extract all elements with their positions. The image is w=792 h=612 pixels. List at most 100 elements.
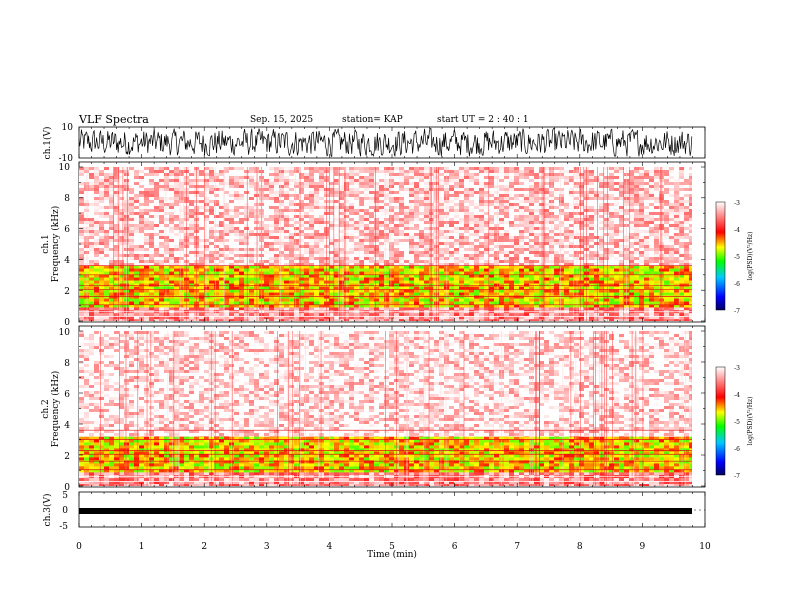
spectrogram-cell (364, 191, 370, 195)
spectrogram-cell (309, 215, 315, 219)
spectrogram-cell (514, 295, 520, 299)
spectrogram-cell (544, 239, 550, 243)
spectrogram-cell (234, 236, 240, 240)
spectrogram-cell (539, 179, 545, 183)
spectrogram-cell (179, 197, 185, 201)
spectrogram-cell (104, 254, 110, 258)
spectrogram-cell (464, 191, 470, 195)
spectrogram-cell (359, 295, 365, 299)
spectrogram-cell (264, 224, 270, 228)
spectrogram-cell (434, 295, 440, 299)
spectrogram-cell (414, 289, 420, 293)
spectrogram-cell (464, 233, 470, 237)
spectrogram-cell (164, 242, 170, 246)
spectrogram-cell (374, 304, 380, 308)
spectrogram-cell (144, 179, 150, 183)
spectrogram-cell (199, 283, 205, 287)
spectrogram-cell (154, 239, 160, 243)
spectrogram-cell (404, 286, 410, 290)
spectrogram-cell (294, 295, 300, 299)
spectrogram-cell (414, 176, 420, 180)
spectrogram-cell (384, 215, 390, 219)
spectrogram-cell (394, 236, 400, 240)
spectrogram-cell (484, 274, 490, 278)
spectrogram-cell (334, 200, 340, 204)
spectrogram-cell (504, 173, 510, 177)
spectrogram-cell (274, 245, 280, 249)
spectrogram-cell (414, 188, 420, 192)
spectrogram-cell (219, 292, 225, 296)
spectrogram-cell (289, 257, 295, 261)
spectrogram-cell (354, 289, 360, 293)
spectrogram-cell (329, 251, 335, 255)
spectrogram-cell (504, 203, 510, 207)
spectrogram-cell (529, 200, 535, 204)
spectrogram-cell (319, 212, 325, 216)
spectrogram-cell (344, 277, 350, 281)
spectrogram-cell (299, 227, 305, 231)
spectrogram-cell (399, 277, 405, 281)
spectrogram-cell (274, 271, 280, 275)
spectrogram-cell (174, 280, 180, 284)
spectrogram-cell (274, 203, 280, 207)
spectrogram-cell (344, 224, 350, 228)
spectrogram-cell (159, 277, 165, 281)
spectrogram-cell (329, 248, 335, 252)
spectrogram-cell (284, 185, 290, 189)
spectrogram-cell (404, 203, 410, 207)
spectrogram-cell (79, 170, 85, 174)
spectrogram-cell (464, 301, 470, 305)
spectrogram-cell (174, 200, 180, 204)
spectrogram-cell (409, 179, 415, 183)
spectrogram-cell (479, 245, 485, 249)
spectrogram-cell (99, 185, 105, 189)
spectrogram-cell (119, 248, 125, 252)
spectrogram-cell (359, 179, 365, 183)
spectrogram-cell (319, 233, 325, 237)
spectrogram-cell (459, 289, 465, 293)
spectrogram-cell (514, 236, 520, 240)
spectrogram-cell (459, 283, 465, 287)
spectrogram-cell (304, 295, 310, 299)
spectrogram-cell (409, 197, 415, 201)
spectrogram-cell (504, 271, 510, 275)
spectrogram-cell (389, 182, 395, 186)
spectrogram-cell (524, 191, 530, 195)
spectrogram-cell (539, 251, 545, 255)
spectrogram-cell (419, 179, 425, 183)
spectrogram-cell (364, 286, 370, 290)
spectrogram-cell (544, 286, 550, 290)
spectrogram-cell (264, 286, 270, 290)
spectrogram-cell (404, 221, 410, 225)
spectrogram-cell (219, 203, 225, 207)
spectrogram-cell (169, 230, 175, 234)
spectrogram-cell (529, 242, 535, 246)
spectrogram-cell (539, 313, 545, 317)
spectrogram-cell (119, 233, 125, 237)
spectrogram-cell (394, 182, 400, 186)
spectrogram-cell (539, 197, 545, 201)
spectrogram-cell (294, 248, 300, 252)
spectrogram-cell (364, 239, 370, 243)
spectrogram-cell (219, 215, 225, 219)
spectrogram-cell (219, 221, 225, 225)
spectrogram-cell (304, 301, 310, 305)
spectrogram-cell (134, 191, 140, 195)
spectrogram-cell (224, 268, 230, 272)
spectrogram-cell (79, 197, 85, 201)
spectrogram-cell (119, 245, 125, 249)
spectrogram-cell (134, 197, 140, 201)
spectrogram-cell (424, 292, 430, 296)
spectrogram-cell (174, 292, 180, 296)
spectrogram-cell (544, 173, 550, 177)
spectrogram-cell (99, 224, 105, 228)
spectrogram-cell (79, 251, 85, 255)
spectrogram-cell (409, 167, 415, 171)
spectrogram-cell (464, 251, 470, 255)
spectrogram-cell (439, 194, 445, 198)
spectrogram-cell (224, 230, 230, 234)
spectrogram-cell (164, 176, 170, 180)
spectrogram-cell (94, 271, 100, 275)
spectrogram-cell (229, 280, 235, 284)
spectrogram-cell (384, 277, 390, 281)
